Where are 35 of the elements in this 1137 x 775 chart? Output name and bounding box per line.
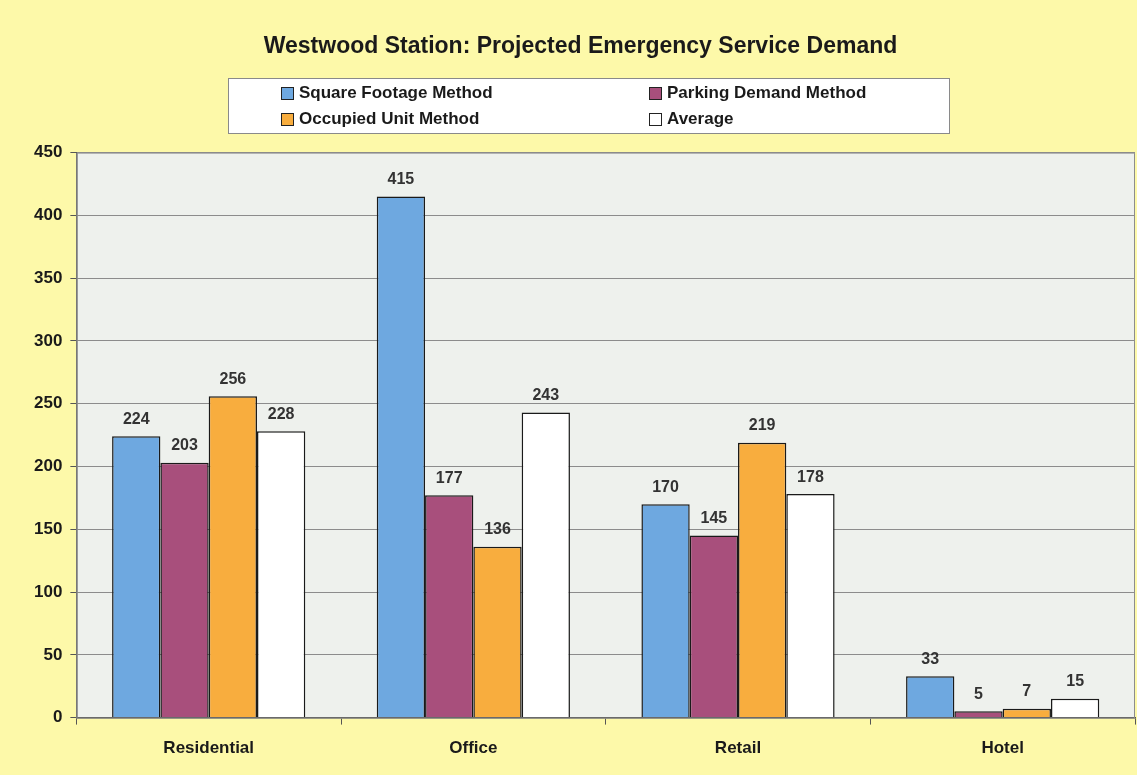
y-tick-label: 400 [33,205,63,225]
data-label: 170 [652,477,680,495]
data-label: 224 [122,409,150,427]
data-label: 5 [974,684,984,702]
y-tick-label: 250 [33,393,63,413]
data-label: 219 [748,416,776,434]
y-tick-label: 100 [33,581,63,601]
x-tick-label: Hotel [981,738,1024,758]
legend-label: Average [667,109,734,129]
legend-label: Square Footage Method [299,83,493,103]
data-label: 243 [532,385,560,403]
y-tick-label: 50 [43,644,63,664]
y-tick-label: 450 [33,142,63,162]
data-label: 177 [435,468,463,486]
legend-label: Occupied Unit Method [299,109,480,129]
data-label: 136 [484,520,511,538]
y-tick-label: 300 [33,330,63,350]
data-label: 15 [1066,672,1085,690]
data-label: 145 [700,508,728,526]
y-tick-label: 150 [33,518,63,538]
data-label: 178 [797,467,824,485]
y-tick-label: 350 [33,267,63,287]
data-label: 256 [219,369,247,387]
data-label: 415 [387,169,415,187]
y-tick-label: 0 [52,707,63,727]
chart-title: Westwood Station: Projected Emergency Service Demand [263,32,898,59]
data-label: 228 [267,404,295,422]
data-label: 7 [1022,682,1032,700]
x-tick-label: Retail [714,738,762,758]
data-label: 203 [171,436,198,454]
data-label: 33 [921,649,940,667]
y-tick-label: 200 [33,456,63,476]
x-tick-label: Office [449,738,498,758]
x-tick-label: Residential [163,738,255,758]
legend-label: Parking Demand Method [667,83,867,103]
